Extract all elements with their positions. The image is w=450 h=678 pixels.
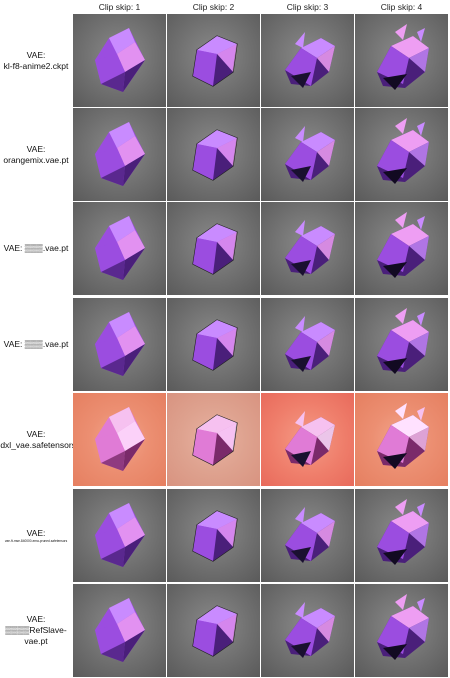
row-label-line2: sdxl_vae.safetensors <box>0 439 76 450</box>
row-label-line1: VAE: <box>26 428 46 439</box>
crystal-image-row6-col2 <box>167 489 260 582</box>
crystal-image-row2-col4 <box>355 108 448 201</box>
crystal-image-row1-col4 <box>355 14 448 107</box>
row-label-vae-2: VAE: orangemix.vae.pt <box>0 108 72 201</box>
crystal-image-row2-col2 <box>167 108 260 201</box>
crystal-icon <box>355 489 448 582</box>
row-label-line1: VAE: <box>26 614 46 624</box>
crystal-icon <box>167 489 260 582</box>
crystal-image-row4-col1 <box>73 298 166 391</box>
row-label-vae-5: VAE: sdxl_vae.safetensors <box>0 393 76 486</box>
crystal-image-row5-col2 <box>167 393 260 486</box>
row-label-line2: kl-f8-anime2.ckpt <box>3 60 69 71</box>
crystal-icon <box>355 584 448 677</box>
crystal-image-row1-col3 <box>261 14 354 107</box>
crystal-image-row1-col2 <box>167 14 260 107</box>
crystal-icon <box>73 298 166 391</box>
row-label-line1: VAE: ▒▒▒.vae.pt <box>3 243 69 253</box>
crystal-icon <box>355 108 448 201</box>
crystal-image-row5-col4 <box>355 393 448 486</box>
crystal-icon <box>261 108 354 201</box>
crystal-icon <box>73 202 166 295</box>
crystal-image-row4-col2 <box>167 298 260 391</box>
crystal-image-row3-col3 <box>261 202 354 295</box>
crystal-icon <box>261 393 354 486</box>
crystal-icon <box>355 202 448 295</box>
row-label-line1: VAE: <box>26 49 46 60</box>
row-label-line1: VAE: <box>26 528 46 538</box>
crystal-icon <box>167 298 260 391</box>
crystal-image-row5-col1 <box>73 393 166 486</box>
row-label-line2: ▒▒▒▒RefSlave-vae.pt <box>5 625 67 646</box>
crystal-image-row6-col1 <box>73 489 166 582</box>
row-label-vae-4: VAE: ▒▒▒.vae.pt <box>0 298 72 391</box>
crystal-image-row5-col3 <box>261 393 354 486</box>
crystal-icon <box>355 14 448 107</box>
crystal-image-row7-col4 <box>355 584 448 677</box>
crystal-icon <box>73 393 166 486</box>
crystal-image-row1-col1 <box>73 14 166 107</box>
crystal-image-row2-col1 <box>73 108 166 201</box>
crystal-icon <box>73 489 166 582</box>
crystal-icon <box>261 14 354 107</box>
crystal-image-row6-col3 <box>261 489 354 582</box>
crystal-icon <box>261 489 354 582</box>
crystal-image-row2-col3 <box>261 108 354 201</box>
crystal-image-row7-col2 <box>167 584 260 677</box>
row-label-line2: orangemix.vae.pt <box>3 154 69 165</box>
crystal-icon <box>73 108 166 201</box>
row-label-vae-1: VAE: kl-f8-anime2.ckpt <box>0 14 72 107</box>
crystal-image-row6-col4 <box>355 489 448 582</box>
crystal-icon <box>73 584 166 677</box>
crystal-icon <box>73 14 166 107</box>
crystal-image-row7-col1 <box>73 584 166 677</box>
crystal-icon <box>261 298 354 391</box>
crystal-image-row3-col2 <box>167 202 260 295</box>
column-header-clip-skip-3: Clip skip: 3 <box>286 2 329 12</box>
crystal-image-row7-col3 <box>261 584 354 677</box>
crystal-icon <box>167 584 260 677</box>
crystal-icon <box>167 108 260 201</box>
column-header-clip-skip-2: Clip skip: 2 <box>192 2 235 12</box>
crystal-icon <box>167 14 260 107</box>
row-label-line2: vae-ft-mse-840000-ema-pruned.safetensors <box>4 539 68 543</box>
row-label-vae-3: VAE: ▒▒▒.vae.pt <box>0 202 72 295</box>
crystal-image-row4-col3 <box>261 298 354 391</box>
column-header-clip-skip-4: Clip skip: 4 <box>380 2 423 12</box>
crystal-image-row3-col4 <box>355 202 448 295</box>
column-header-clip-skip-1: Clip skip: 1 <box>98 2 141 12</box>
crystal-icon <box>167 202 260 295</box>
row-label-line1: VAE: ▒▒▒.vae.pt <box>3 339 69 349</box>
crystal-icon <box>261 584 354 677</box>
crystal-icon <box>355 298 448 391</box>
row-label-line1: VAE: <box>26 143 46 154</box>
row-label-vae-6: VAE: vae-ft-mse-840000-ema-pruned.safeten… <box>0 489 72 582</box>
crystal-icon <box>261 202 354 295</box>
crystal-icon <box>355 393 448 486</box>
crystal-image-row3-col1 <box>73 202 166 295</box>
row-label-vae-7: VAE: ▒▒▒▒RefSlave-vae.pt <box>0 584 72 677</box>
crystal-image-row4-col4 <box>355 298 448 391</box>
crystal-icon <box>167 393 260 486</box>
